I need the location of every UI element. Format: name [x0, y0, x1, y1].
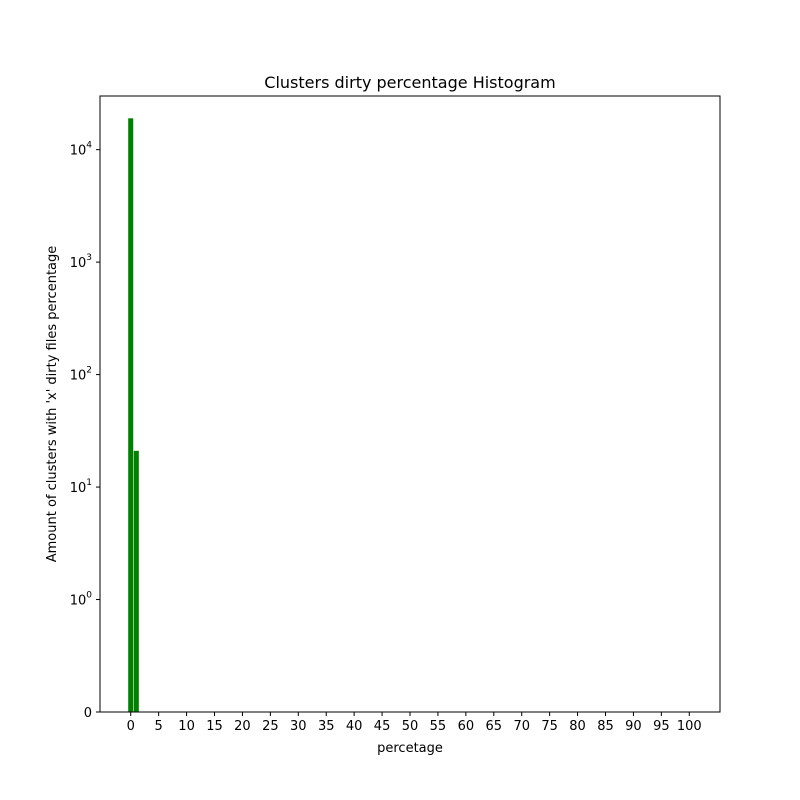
- x-tick-label: 30: [290, 719, 307, 734]
- bar-1: [133, 450, 139, 712]
- x-tick-label: 40: [346, 719, 363, 734]
- x-tick-label: 50: [402, 719, 419, 734]
- x-tick-label: 10: [178, 719, 195, 734]
- plot-frame: [99, 95, 721, 713]
- x-axis-label: percetage: [377, 741, 443, 756]
- x-tick-label: 85: [597, 719, 614, 734]
- x-tick-label: 35: [318, 719, 335, 734]
- x-tick-label: 90: [625, 719, 642, 734]
- y-tick-label: 101: [70, 478, 92, 496]
- x-tick-label: 65: [486, 719, 503, 734]
- y-tick-label: 0: [84, 706, 92, 721]
- x-tick-label: 5: [155, 719, 163, 734]
- x-tick-label: 45: [374, 719, 391, 734]
- x-tick-label: 75: [541, 719, 558, 734]
- x-tick-label: 25: [262, 719, 279, 734]
- bars-layer: [128, 118, 139, 712]
- y-tick-label: 100: [70, 591, 93, 609]
- x-tick-label: 100: [677, 719, 702, 734]
- y-tick-label: 103: [70, 253, 92, 271]
- bar-0: [128, 118, 134, 712]
- x-axis-ticks: 0 5 10 15 20 25 30 35 40 45 50 55 60 65 70 75 80 85 90 95 10…: [127, 712, 702, 734]
- x-tick-label: 70: [513, 719, 530, 734]
- chart-title: Clusters dirty percentage Histogram: [264, 73, 555, 92]
- y-axis-ticks: 0 100 101 102 103 104: [70, 141, 100, 721]
- plot-area: [100, 96, 720, 712]
- x-tick-label: 95: [653, 719, 670, 734]
- x-tick-label: 80: [569, 719, 586, 734]
- x-tick-label: 55: [430, 719, 447, 734]
- y-tick-label: 104: [70, 141, 93, 159]
- x-tick-label: 60: [458, 719, 475, 734]
- x-tick-label: 15: [206, 719, 223, 734]
- x-tick-label: 0: [127, 719, 135, 734]
- x-tick-label: 20: [234, 719, 251, 734]
- y-tick-label: 102: [70, 366, 92, 384]
- y-axis-label: Amount of clusters with 'x' dirty files …: [45, 246, 60, 563]
